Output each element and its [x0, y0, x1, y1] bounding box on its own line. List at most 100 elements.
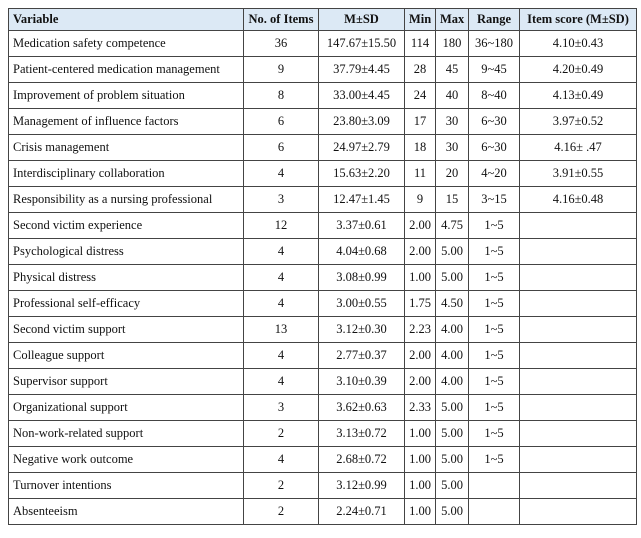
- value-cell: 20: [435, 160, 469, 187]
- value-cell: 147.67±15.50: [318, 30, 405, 57]
- value-cell: 4: [243, 446, 319, 473]
- value-cell: 6: [243, 134, 319, 161]
- value-cell: 2.00: [404, 238, 436, 265]
- value-cell: 30: [435, 108, 469, 135]
- value-cell: 18: [404, 134, 436, 161]
- value-cell: 114: [404, 30, 436, 57]
- value-cell: 1.00: [404, 420, 436, 447]
- header-cell: Max: [435, 8, 469, 31]
- value-cell: 23.80±3.09: [318, 108, 405, 135]
- variable-cell: Colleague support: [8, 342, 244, 369]
- value-cell: 3.12±0.99: [318, 472, 405, 499]
- table-row: Professional self-efficacy 4 3.00±0.55 1.75…: [8, 290, 637, 317]
- value-cell: 4.13±0.49: [519, 82, 637, 109]
- data-table: Variable No. of Items M±SD Min Max Range Item …: [8, 8, 637, 525]
- value-cell: 40: [435, 82, 469, 109]
- value-cell: 180: [435, 30, 469, 57]
- value-cell: 9~45: [468, 56, 520, 83]
- value-cell: 4.00: [435, 342, 469, 369]
- empty-cell: [519, 238, 637, 265]
- table-row: Turnover intentions 2 3.12±0.99 1.00 5.00: [8, 472, 637, 499]
- variable-cell: Management of influence factors: [8, 108, 244, 135]
- value-cell: 1~5: [468, 316, 520, 343]
- value-cell: 2.00: [404, 368, 436, 395]
- value-cell: 3: [243, 186, 319, 213]
- value-cell: 5.00: [435, 498, 469, 525]
- value-cell: 3.62±0.63: [318, 394, 405, 421]
- header-cell: Variable: [8, 8, 244, 31]
- value-cell: 4: [243, 160, 319, 187]
- value-cell: 3.91±0.55: [519, 160, 637, 187]
- table-row: Psychological distress 4 4.04±0.68 2.00 5.00…: [8, 238, 637, 265]
- empty-cell: [519, 290, 637, 317]
- variable-cell: Patient-centered medication management: [8, 56, 244, 83]
- variable-cell: Absenteeism: [8, 498, 244, 525]
- value-cell: 2.24±0.71: [318, 498, 405, 525]
- variable-cell: Organizational support: [8, 394, 244, 421]
- variable-cell: Non-work-related support: [8, 420, 244, 447]
- variable-cell: Negative work outcome: [8, 446, 244, 473]
- value-cell: 3.97±0.52: [519, 108, 637, 135]
- value-cell: 4: [243, 238, 319, 265]
- value-cell: 5.00: [435, 394, 469, 421]
- value-cell: 1~5: [468, 368, 520, 395]
- header-cell: M±SD: [318, 8, 405, 31]
- empty-cell: [468, 472, 520, 499]
- value-cell: 4~20: [468, 160, 520, 187]
- value-cell: 3.08±0.99: [318, 264, 405, 291]
- value-cell: 1.00: [404, 446, 436, 473]
- value-cell: 2.00: [404, 342, 436, 369]
- table-row: Organizational support 3 3.62±0.63 2.33 5.00…: [8, 394, 637, 421]
- table-row: Medication safety competence 36 147.67±15.…: [8, 30, 637, 57]
- value-cell: 5.00: [435, 420, 469, 447]
- table-row: Supervisor support 4 3.10±0.39 2.00 4.00 1~5: [8, 368, 637, 395]
- value-cell: 5.00: [435, 264, 469, 291]
- table-row: Second victim support 13 3.12±0.30 2.23 4.00…: [8, 316, 637, 343]
- value-cell: 15.63±2.20: [318, 160, 405, 187]
- value-cell: 1~5: [468, 290, 520, 317]
- value-cell: 28: [404, 56, 436, 83]
- variable-cell: Medication safety competence: [8, 30, 244, 57]
- empty-cell: [519, 212, 637, 239]
- empty-cell: [519, 394, 637, 421]
- empty-cell: [519, 316, 637, 343]
- table-header: Variable No. of Items M±SD Min Max Range Item …: [8, 8, 637, 31]
- value-cell: 3.10±0.39: [318, 368, 405, 395]
- value-cell: 3.12±0.30: [318, 316, 405, 343]
- variable-cell: Improvement of problem situation: [8, 82, 244, 109]
- value-cell: 13: [243, 316, 319, 343]
- value-cell: 3~15: [468, 186, 520, 213]
- value-cell: 1.00: [404, 472, 436, 499]
- table-row: Colleague support 4 2.77±0.37 2.00 4.00 1~5: [8, 342, 637, 369]
- value-cell: 1.00: [404, 498, 436, 525]
- header-row: Variable No. of Items M±SD Min Max Range Item …: [8, 8, 637, 31]
- table-row: Patient-centered medication management 9 3…: [8, 56, 637, 83]
- empty-cell: [519, 498, 637, 525]
- table-row: Management of influence factors 6 23.80±3.…: [8, 108, 637, 135]
- table-row: Second victim experience 12 3.37±0.61 2.00 4…: [8, 212, 637, 239]
- variable-cell: Supervisor support: [8, 368, 244, 395]
- header-cell: Item score (M±SD): [519, 8, 637, 31]
- empty-cell: [519, 420, 637, 447]
- empty-cell: [519, 368, 637, 395]
- table-row: Interdisciplinary collaboration 4 15.63±2.…: [8, 160, 637, 187]
- empty-cell: [519, 446, 637, 473]
- value-cell: 1~5: [468, 212, 520, 239]
- value-cell: 5.00: [435, 238, 469, 265]
- table-body: Medication safety competence 3 6 147.67±15.…: [8, 30, 637, 525]
- value-cell: 17: [404, 108, 436, 135]
- empty-cell: [519, 472, 637, 499]
- value-cell: 15: [435, 186, 469, 213]
- variable-cell: Physical distress: [8, 264, 244, 291]
- value-cell: 2.77±0.37: [318, 342, 405, 369]
- variable-cell: Second victim experience: [8, 212, 244, 239]
- value-cell: 2: [243, 472, 319, 499]
- value-cell: 4: [243, 368, 319, 395]
- value-cell: 1~5: [468, 238, 520, 265]
- variable-cell: Interdisciplinary collaboration: [8, 160, 244, 187]
- value-cell: 1~5: [468, 394, 520, 421]
- value-cell: 12: [243, 212, 319, 239]
- value-cell: 36~180: [468, 30, 520, 57]
- table-row: Improvement of problem situation 8 33.00±4…: [8, 82, 637, 109]
